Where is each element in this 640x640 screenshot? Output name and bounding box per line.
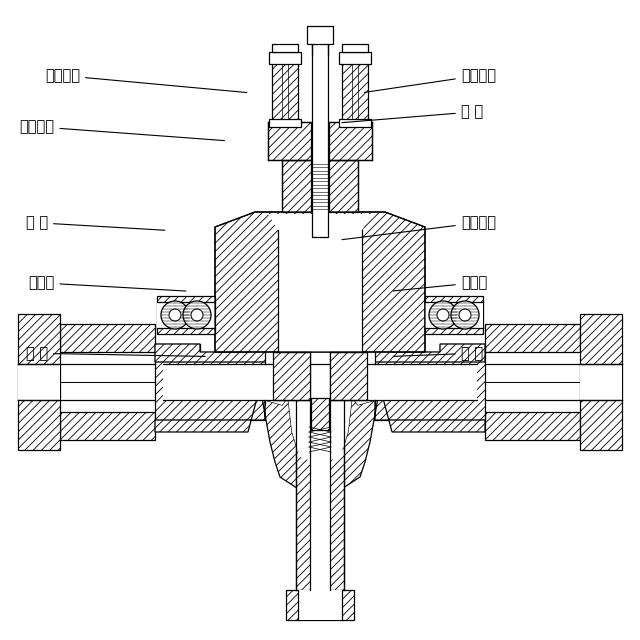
Bar	[286, 590, 354, 620]
Bar	[310, 227, 330, 590]
Bar	[307, 26, 333, 44]
Bar	[329, 122, 372, 160]
Circle shape	[169, 309, 181, 321]
Polygon shape	[163, 352, 477, 400]
Polygon shape	[268, 214, 372, 352]
Bar	[425, 296, 483, 334]
Bar	[580, 314, 622, 450]
Bar	[329, 160, 358, 212]
Text: 填料挡块: 填料挡块	[19, 119, 225, 141]
Bar	[157, 302, 215, 328]
Bar	[485, 412, 580, 440]
Bar	[273, 352, 310, 400]
Text: 阀芯阀杆: 阀芯阀杆	[342, 215, 496, 239]
Text: 填料压板: 填料压板	[45, 68, 247, 93]
Circle shape	[183, 301, 211, 329]
Circle shape	[161, 301, 189, 329]
Bar	[18, 364, 60, 400]
Bar	[311, 160, 329, 212]
Bar	[330, 352, 367, 400]
Circle shape	[429, 301, 457, 329]
Bar	[298, 590, 342, 620]
Bar	[269, 119, 301, 127]
Bar	[342, 52, 368, 122]
Bar	[339, 119, 371, 127]
Circle shape	[437, 309, 449, 321]
Bar	[18, 314, 60, 450]
Text: 填料压板: 填料压板	[364, 68, 496, 92]
Text: 填 料: 填 料	[342, 104, 483, 123]
Bar	[296, 227, 344, 590]
Polygon shape	[155, 387, 485, 494]
Bar	[272, 52, 298, 122]
Text: 螺 栓: 螺 栓	[26, 215, 165, 230]
Bar	[282, 160, 311, 212]
Bar	[425, 302, 483, 328]
Circle shape	[451, 301, 479, 329]
Polygon shape	[215, 212, 425, 352]
Polygon shape	[265, 222, 375, 364]
Text: 阀 体: 阀 体	[393, 346, 483, 361]
Bar	[269, 52, 301, 64]
Bar	[580, 364, 622, 400]
Polygon shape	[311, 398, 329, 430]
Bar	[268, 122, 311, 160]
Bar	[60, 324, 155, 352]
Bar	[312, 40, 328, 237]
Bar	[157, 296, 215, 334]
Bar	[60, 412, 155, 440]
Polygon shape	[265, 397, 375, 464]
Circle shape	[459, 309, 471, 321]
Bar	[272, 44, 298, 52]
Text: 上阀盖: 上阀盖	[28, 275, 186, 291]
Polygon shape	[155, 344, 485, 420]
Bar	[342, 44, 368, 52]
Bar	[485, 324, 580, 352]
Text: 上阀盖: 上阀盖	[393, 275, 487, 291]
Text: 阀 座: 阀 座	[26, 346, 205, 361]
Bar	[339, 52, 371, 64]
Circle shape	[191, 309, 203, 321]
Polygon shape	[155, 207, 485, 362]
